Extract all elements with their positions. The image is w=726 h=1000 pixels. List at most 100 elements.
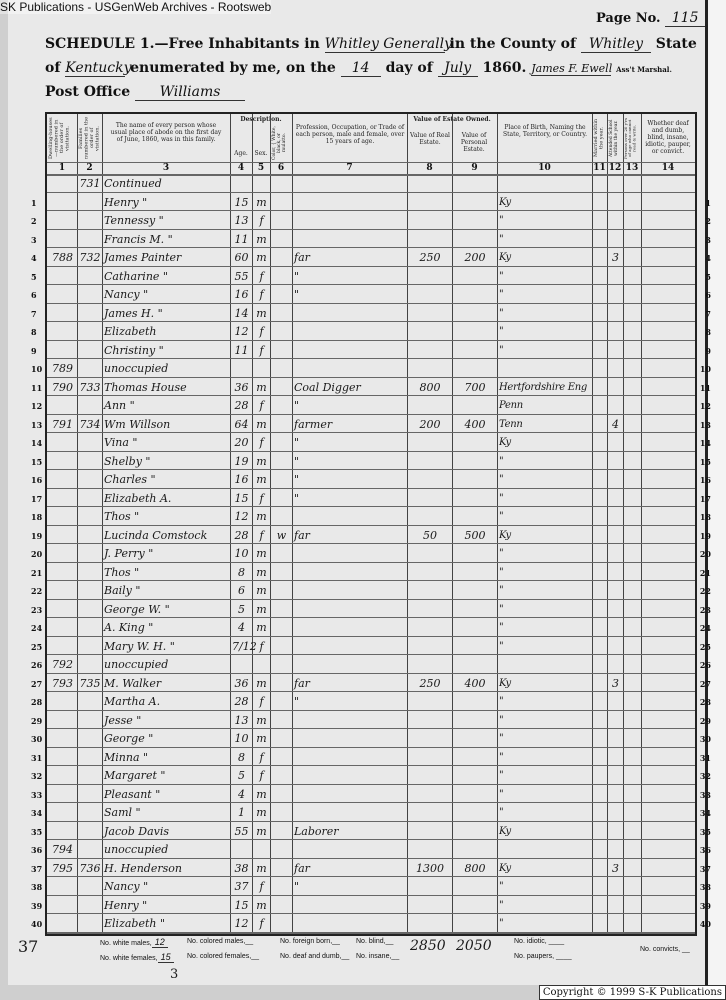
line-number-right: 34 <box>699 808 711 818</box>
cell-name: Pleasant " <box>104 787 161 801</box>
row-rule <box>47 654 695 655</box>
column-divider <box>452 114 453 934</box>
line-number-left: 25 <box>31 641 43 652</box>
line-number-left: 17 <box>31 493 43 504</box>
row-rule <box>47 265 695 267</box>
line-number-right: 15 <box>699 456 711 467</box>
cell-name: Catharine " <box>104 269 168 283</box>
copyright-notice: Copyright © 1999 S-K Publications <box>538 985 726 1000</box>
line-number-right: 13 <box>699 419 711 430</box>
header-rule <box>47 162 695 163</box>
line-number-left: 32 <box>31 771 43 781</box>
cell-sex: m <box>256 547 267 560</box>
row-rule <box>47 339 695 341</box>
line-number-left: 15 <box>31 456 43 467</box>
cell-sex: f <box>259 769 264 782</box>
cell-age: 8 <box>238 565 245 579</box>
line-number-right: 31 <box>699 752 711 763</box>
white-males-label: No. white males, <box>100 940 152 947</box>
schedule-title-line: SCHEDULE 1.—Free Inhabitants in Whitley … <box>45 36 697 53</box>
cell-birthplace: Ky <box>499 825 511 837</box>
cell-name: unoccupied <box>104 362 169 375</box>
cell-dwelling: 788 <box>52 251 73 264</box>
line-number-right: 8 <box>705 327 711 337</box>
line-number-right: 10 <box>699 364 711 374</box>
line-number-left: 2 <box>31 216 37 226</box>
row-rule <box>47 598 695 600</box>
cell-family: 735 <box>79 676 101 690</box>
col10-header: Place of Birth, Naming the State, Territ… <box>502 124 587 138</box>
cell-age: 16 <box>234 288 249 301</box>
convicts-label: No. convicts, __ <box>640 946 690 953</box>
idiotic-text: No. idiotic, <box>514 938 547 945</box>
cell-name: Elizabeth A. <box>104 491 172 505</box>
cell-real: 200 <box>419 417 441 431</box>
cell-birthplace: " <box>499 270 504 282</box>
cell-birthplace: Ky <box>499 437 511 448</box>
cell-sex: m <box>256 306 267 320</box>
cell-sex: m <box>256 787 267 801</box>
cell-school: 3 <box>612 676 619 690</box>
column-number: 11 <box>593 163 606 173</box>
cell-occupation: far <box>294 861 310 875</box>
cell-school: 3 <box>612 861 619 875</box>
column-divider <box>292 114 293 934</box>
line-number-right: 21 <box>699 567 711 578</box>
cell-name: George " <box>104 732 154 745</box>
cell-name: Tennessy " <box>104 214 164 227</box>
cell-sex: m <box>256 417 267 431</box>
column-number: 9 <box>471 163 478 173</box>
state-field: Kentucky <box>65 60 132 77</box>
line-number-left: 11 <box>31 382 43 393</box>
page-number: Page No. 115 <box>596 10 706 27</box>
cell-birthplace: Hertfordshire Eng <box>499 381 588 393</box>
white-males-value: 12 <box>151 937 168 948</box>
cell-name: Ann " <box>104 399 135 412</box>
cell-sex: m <box>256 824 267 838</box>
cell-age: 15 <box>234 491 249 505</box>
cell-real: 1300 <box>416 861 444 875</box>
line-number-right: 16 <box>699 475 711 485</box>
page-edge <box>705 0 726 1000</box>
cell-personal: 800 <box>464 861 486 875</box>
cell-name: Thomas House <box>104 380 187 394</box>
line-number-right: 7 <box>705 308 711 319</box>
cell-name: Elizabeth <box>104 325 157 338</box>
column-divider <box>607 114 608 934</box>
census-table: Description. Value of Estate Owned. Dwel… <box>31 112 711 936</box>
cell-age: 55 <box>234 824 249 838</box>
column-number: 14 <box>661 163 675 173</box>
line-number-left: 14 <box>31 438 43 448</box>
col6-header: Color, { White, black, or mulatto. <box>272 126 287 160</box>
cell-sex: m <box>256 861 267 875</box>
row-rule <box>47 765 695 766</box>
cell-age: 1 <box>238 806 245 819</box>
deaf-dumb-label: No. deaf and dumb, <box>280 953 342 960</box>
line-number-left: 18 <box>31 512 43 522</box>
line-number-right: 30 <box>699 734 711 744</box>
row-rule <box>47 247 695 248</box>
cell-name: Nancy " <box>104 880 149 893</box>
cell-school: 4 <box>612 417 619 431</box>
state-label: State <box>655 36 697 52</box>
cell-birthplace: " <box>499 714 504 726</box>
row-rule <box>47 709 695 711</box>
cell-dwelling: 795 <box>52 861 73 875</box>
col2-header: Families numbered in the order of visita… <box>78 116 101 160</box>
line-number-right: 24 <box>699 623 711 633</box>
column-number: 13 <box>625 163 639 173</box>
cell-occupation: far <box>294 676 310 690</box>
cell-age: 16 <box>234 473 249 486</box>
cell-name: A. King " <box>104 621 154 634</box>
row-rule <box>47 820 695 822</box>
line-number-left: 20 <box>31 549 43 559</box>
cell-sex: m <box>256 621 267 634</box>
row-rule <box>47 432 695 433</box>
line-number-right: 12 <box>699 401 711 411</box>
county-field: Whitley <box>580 36 651 53</box>
row-rule <box>47 487 695 489</box>
cell-sex: f <box>259 214 264 227</box>
cell-birthplace: " <box>499 788 504 800</box>
row-rule <box>47 191 695 193</box>
row-rule <box>47 876 695 877</box>
